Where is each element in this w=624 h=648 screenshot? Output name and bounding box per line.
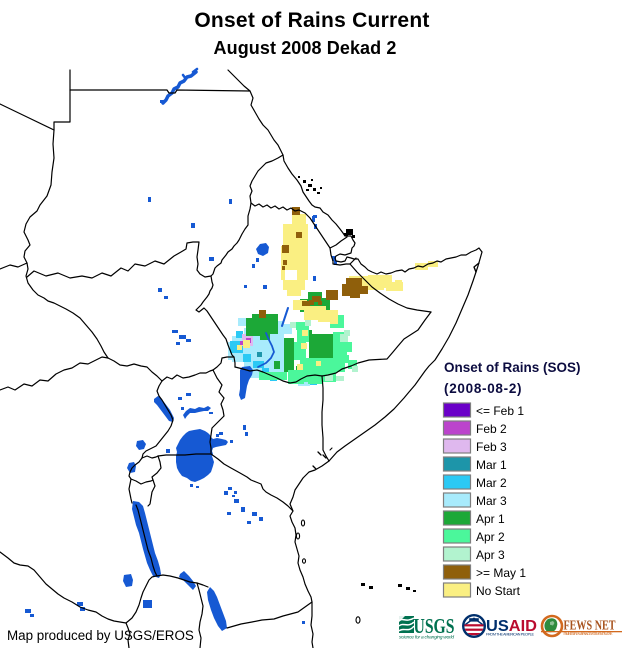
svg-text:USAID: USAID — [486, 618, 537, 635]
svg-text:USGS: USGS — [414, 614, 455, 638]
svg-text:FROM THE AMERICAN PEOPLE: FROM THE AMERICAN PEOPLE — [486, 633, 535, 637]
svg-text:science for a changing world: science for a changing world — [399, 635, 454, 641]
svg-text:FAMINE EARLY WARNING SYSTEMS N: FAMINE EARLY WARNING SYSTEMS NETWORK — [564, 632, 614, 636]
svg-text:FEWS NET: FEWS NET — [564, 618, 616, 633]
